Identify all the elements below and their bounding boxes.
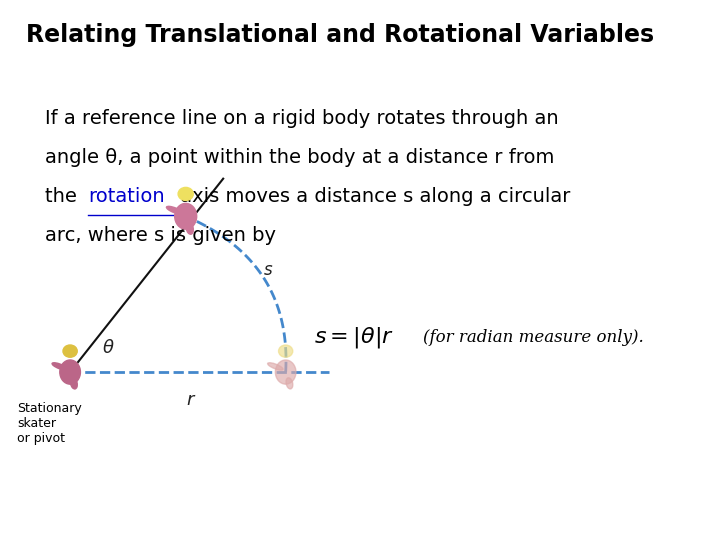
Circle shape	[279, 345, 293, 357]
Text: axis moves a distance s along a circular: axis moves a distance s along a circular	[174, 187, 570, 206]
Text: r: r	[186, 391, 194, 409]
Text: If a reference line on a rigid body rotates through an: If a reference line on a rigid body rota…	[45, 109, 559, 128]
Ellipse shape	[286, 378, 293, 389]
Ellipse shape	[275, 360, 296, 384]
Text: Relating Translational and Rotational Variables: Relating Translational and Rotational Va…	[27, 23, 654, 47]
Ellipse shape	[52, 363, 68, 370]
Text: arc, where s is given by: arc, where s is given by	[45, 226, 276, 246]
Ellipse shape	[186, 222, 194, 234]
Text: $s = |\theta|r$: $s = |\theta|r$	[314, 325, 394, 350]
Ellipse shape	[60, 360, 81, 384]
Ellipse shape	[268, 363, 283, 370]
Text: θ: θ	[103, 339, 114, 357]
Text: (for radian measure only).: (for radian measure only).	[423, 329, 644, 346]
Ellipse shape	[175, 204, 197, 229]
Text: Stationary
skater
or pivot: Stationary skater or pivot	[17, 402, 82, 444]
Text: rotation: rotation	[88, 187, 164, 206]
Text: the: the	[45, 187, 84, 206]
Circle shape	[178, 187, 193, 200]
Circle shape	[63, 345, 77, 357]
Ellipse shape	[166, 206, 183, 214]
Text: angle θ, a point within the body at a distance r from: angle θ, a point within the body at a di…	[45, 148, 554, 167]
Text: s: s	[264, 261, 272, 279]
Ellipse shape	[71, 378, 77, 389]
